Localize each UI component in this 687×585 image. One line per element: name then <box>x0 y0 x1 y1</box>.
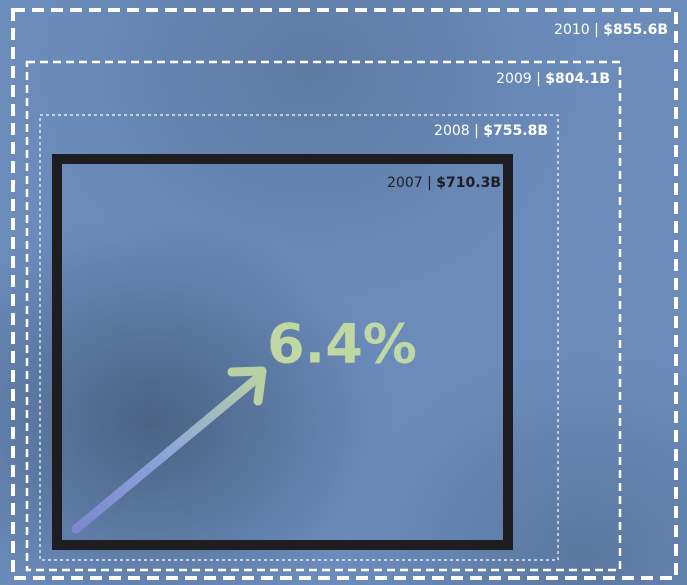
separator: | <box>427 175 432 191</box>
box-2009 <box>25 60 622 572</box>
growth-rate: 6.4% <box>267 313 417 376</box>
separator: | <box>474 123 479 139</box>
arrow-shaft <box>71 375 260 534</box>
separator: | <box>536 71 541 87</box>
separator: | <box>594 22 599 38</box>
box-2007 <box>52 154 513 550</box>
year: 2008 <box>434 123 470 139</box>
year: 2009 <box>496 71 532 87</box>
box-2008 <box>39 114 559 561</box>
box-label: 2010 | $855.6B <box>554 22 668 38</box>
year: 2007 <box>387 175 423 191</box>
box-2010 <box>11 8 678 580</box>
amount: $804.1B <box>545 71 610 87</box>
box-label: 2009 | $804.1B <box>496 71 610 87</box>
year: 2010 <box>554 22 590 38</box>
box-label: 2008 | $755.8B <box>434 123 548 139</box>
growth-arrow <box>71 366 267 534</box>
box-label: 2007 | $710.3B <box>387 175 501 191</box>
amount: $855.6B <box>603 22 668 38</box>
arrow-head <box>227 366 267 406</box>
amount: $710.3B <box>436 175 501 191</box>
amount: $755.8B <box>483 123 548 139</box>
